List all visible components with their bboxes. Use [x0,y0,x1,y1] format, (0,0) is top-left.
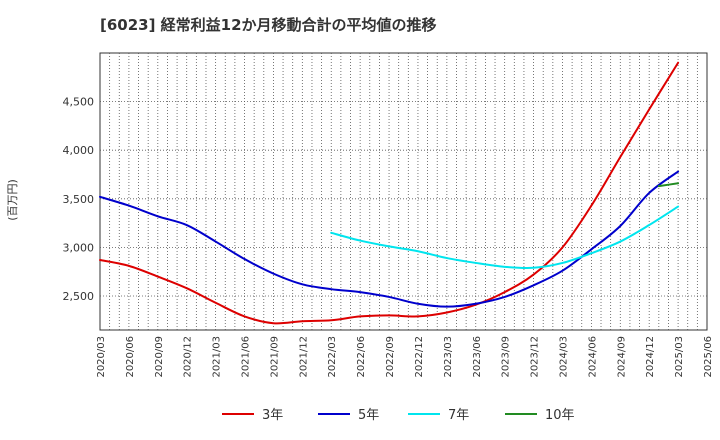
x-tick-label: 2021/06 [241,336,252,378]
series-layer [99,61,680,325]
x-tick-label: 2024/03 [558,336,569,378]
x-tick-label: 2023/12 [530,336,541,378]
x-tick-label: 2020/09 [154,336,165,378]
x-tick-label: 2021/03 [212,336,223,378]
x-tick-label: 2024/06 [587,336,598,378]
series-line-1 [99,61,680,325]
x-tick-label: 2023/03 [443,336,454,378]
series-line-4 [657,182,680,188]
y-tick-label: 4,000 [63,144,95,157]
x-tick-label: 2021/09 [269,336,280,378]
x-tick-label: 2024/12 [645,336,656,378]
x-tick-label: 2025/03 [674,336,685,378]
chart-title: [6023] 経常利益12か月移動合計の平均値の推移 [100,16,437,34]
x-tick-label: 2023/06 [472,336,483,378]
x-ticks-layer: 2020/03 2020/06 2020/09 2020/12 2021/03 2021/… [96,336,714,378]
x-tick-label: 2021/12 [298,336,309,378]
legend-label: 10年 [545,408,575,423]
y-tick-label: 4,500 [63,96,95,109]
x-tick-label: 2020/03 [96,336,107,378]
legend-label: 7年 [448,408,469,423]
y-tick-label: 3,000 [63,241,95,254]
y-ticks-layer: 2,500 3,000 3,500 4,000 4,500 [63,96,95,303]
x-tick-label: 2022/03 [327,336,338,378]
x-tick-label: 2022/09 [385,336,396,378]
x-tick-label: 2020/06 [125,336,136,378]
x-tick-label: 2024/09 [616,336,627,378]
y-axis-label: (百万円) [6,179,19,221]
x-tick-label: 2022/06 [356,336,367,378]
grid-layer [100,53,707,330]
y-tick-label: 3,500 [63,193,95,206]
y-tick-label: 2,500 [63,290,95,303]
x-tick-label: 2023/09 [501,336,512,378]
legend: 3年 5年 7年 10年 [222,408,575,423]
plot-area [99,52,708,331]
legend-label: 3年 [262,408,283,423]
series-line-3 [330,205,680,270]
legend-label: 5年 [358,408,379,423]
x-tick-label: 2025/06 [703,336,714,378]
x-tick-label: 2020/12 [183,336,194,378]
x-tick-label: 2022/12 [414,336,425,378]
